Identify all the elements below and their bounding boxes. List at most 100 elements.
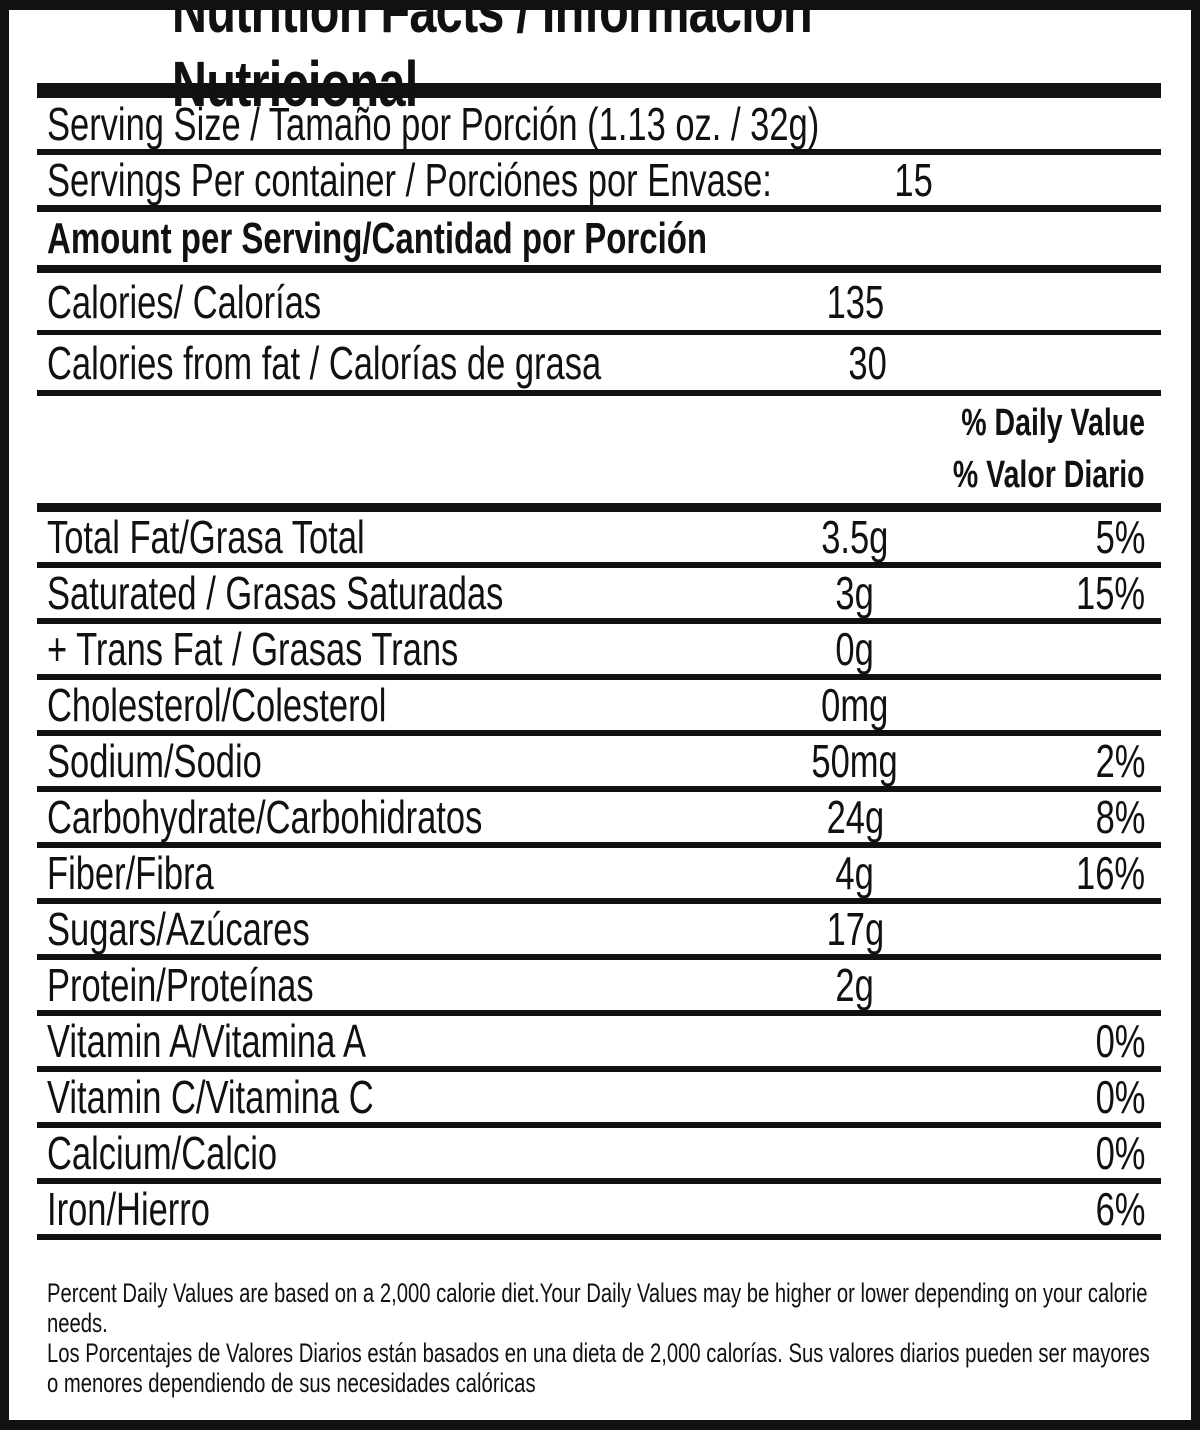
nutrient-daily-value-cell: 5% [975, 510, 1145, 564]
nutrient-amount-cell: 3g [735, 566, 975, 620]
nutrient-amount-cell: 17g [735, 902, 975, 956]
calories-label: Calories/ Calorías [47, 275, 322, 328]
nutrient-label-cell: + Trans Fat / Grasas Trans [47, 622, 735, 676]
nutrient-label-cell: Iron/Hierro [47, 1182, 735, 1236]
nutrient-label: Calcium/Calcio [47, 1127, 278, 1179]
nutrient-amount-cell [735, 1014, 975, 1068]
nutrient-amount-cell: 0g [735, 622, 975, 676]
nutrient-label: Total Fat/Grasa Total [47, 511, 365, 563]
nutrient-label: Fiber/Fibra [47, 847, 214, 899]
calories-from-fat-label: Calories from fat / Calorías de grasa [47, 336, 602, 389]
daily-value-header-en: % Daily Value [961, 402, 1145, 444]
title-divider-bar [37, 83, 1161, 98]
nutrient-label-cell: Fiber/Fibra [47, 846, 735, 900]
nutrient-daily-value-cell: 0% [975, 1126, 1145, 1180]
footnote-spanish: Los Porcentajes de Valores Diarios están… [47, 1338, 1150, 1398]
nutrient-label: Sugars/Azúcares [47, 903, 310, 955]
nutrient-amount: 3.5g [821, 511, 889, 563]
nutrient-label: Vitamin A/Vitamina A [47, 1015, 366, 1067]
serving-size-cell: Serving Size / Tamaño por Porción (1.13 … [47, 97, 1145, 151]
calories-from-fat-value-cell: 30 [753, 336, 982, 390]
nutrient-rows: Total Fat/Grasa Total 3.5g 5% Saturated … [37, 510, 1161, 1240]
nutrient-amount: 0mg [821, 679, 889, 731]
nutrient-row: Sugars/Azúcares 17g [37, 902, 1161, 960]
daily-value-header-block: % Daily Value % Valor Diario [37, 396, 1161, 512]
nutrient-daily-value-cell: 6% [975, 1182, 1145, 1236]
nutrient-label: Carbohydrate/Carbohidratos [47, 791, 483, 843]
label-content: Nutrition Facts / Información Nutriciona… [37, 10, 1161, 1398]
calories-from-fat-label-cell: Calories from fat / Calorías de grasa [47, 336, 753, 390]
calories-value: 135 [826, 275, 884, 328]
servings-per-container-cell: Servings Per container / Porciónes por E… [47, 153, 818, 207]
nutrient-label-cell: Total Fat/Grasa Total [47, 510, 735, 564]
nutrient-daily-value-cell: 0% [975, 1070, 1145, 1124]
nutrient-daily-value-cell [975, 958, 1145, 1012]
amount-per-serving-header-row: Amount per Serving/Cantidad por Porción [37, 212, 1161, 273]
nutrient-label-cell: Sodium/Sodio [47, 734, 735, 788]
nutrient-row: Vitamin A/Vitamina A 0% [37, 1014, 1161, 1072]
calories-value-cell: 135 [735, 275, 975, 329]
servings-per-container-row: Servings Per container / Porciónes por E… [37, 153, 1161, 212]
serving-size-row: Serving Size / Tamaño por Porción (1.13 … [37, 98, 1161, 155]
nutrient-label-cell: Protein/Proteínas [47, 958, 735, 1012]
nutrient-daily-value-cell [975, 902, 1145, 956]
calories-from-fat-value: 30 [848, 336, 888, 389]
nutrient-daily-value-cell [975, 678, 1145, 732]
amount-per-serving-header: Amount per Serving/Cantidad por Porción [47, 213, 708, 263]
nutrient-amount-cell: 4g [735, 846, 975, 900]
nutrient-amount: 24g [826, 791, 884, 843]
nutrient-daily-value-cell: 0% [975, 1014, 1145, 1068]
nutrient-amount: 0g [835, 623, 875, 675]
nutrient-row: + Trans Fat / Grasas Trans 0g [37, 622, 1161, 680]
daily-value-header-es: % Valor Diario [953, 454, 1145, 496]
nutrient-row: Cholesterol/Colesterol 0mg [37, 678, 1161, 736]
servings-per-container-label: Servings Per container / Porciónes por E… [47, 154, 772, 206]
nutrient-amount-cell: 2g [735, 958, 975, 1012]
calories-row: Calories/ Calorías 135 [37, 273, 1161, 335]
nutrient-label-cell: Saturated / Grasas Saturadas [47, 566, 735, 620]
label-title-block: Nutrition Facts / Información Nutriciona… [37, 10, 1161, 120]
nutrient-label: Sodium/Sodio [47, 735, 262, 787]
nutrient-row: Protein/Proteínas 2g [37, 958, 1161, 1016]
nutrient-label: Iron/Hierro [47, 1183, 210, 1235]
nutrient-label: Vitamin C/Vitamina C [47, 1071, 374, 1123]
calories-from-fat-row: Calories from fat / Calorías de grasa 30 [37, 335, 1161, 396]
nutrient-daily-value-cell [975, 622, 1145, 676]
nutrient-amount-cell [735, 1070, 975, 1124]
nutrient-daily-value: 8% [1095, 791, 1145, 843]
nutrient-amount-cell [735, 1126, 975, 1180]
nutrient-label-cell: Cholesterol/Colesterol [47, 678, 735, 732]
nutrient-amount: 4g [835, 847, 875, 899]
nutrient-label-cell: Vitamin A/Vitamina A [47, 1014, 735, 1068]
nutrient-amount-cell [735, 1182, 975, 1236]
footnote-english: Percent Daily Values are based on a 2,00… [47, 1278, 1148, 1338]
nutrient-amount-cell: 50mg [735, 734, 975, 788]
nutrient-amount-cell: 3.5g [735, 510, 975, 564]
serving-size-text: Serving Size / Tamaño por Porción (1.13 … [47, 97, 820, 150]
footnotes-section: Percent Daily Values are based on a 2,00… [37, 1240, 1161, 1398]
nutrient-label: Cholesterol/Colesterol [47, 679, 387, 731]
amount-per-serving-cell: Amount per Serving/Cantidad por Porción [47, 214, 1145, 264]
nutrient-label: + Trans Fat / Grasas Trans [47, 623, 459, 675]
nutrient-label: Protein/Proteínas [47, 959, 314, 1011]
nutrient-amount: 17g [826, 903, 884, 955]
nutrient-amount: 3g [835, 567, 875, 619]
nutrient-daily-value: 0% [1095, 1015, 1145, 1067]
nutrient-amount: 50mg [811, 735, 899, 787]
nutrient-daily-value: 16% [1075, 847, 1145, 899]
nutrient-row: Vitamin C/Vitamina C 0% [37, 1070, 1161, 1128]
nutrient-amount-cell: 24g [735, 790, 975, 844]
nutrient-daily-value: 15% [1075, 567, 1145, 619]
nutrient-daily-value-cell: 15% [975, 566, 1145, 620]
servings-per-container-value-cell: 15 [818, 153, 1009, 207]
nutrient-daily-value-cell: 16% [975, 846, 1145, 900]
nutrient-label: Saturated / Grasas Saturadas [47, 567, 504, 619]
nutrient-row: Calcium/Calcio 0% [37, 1126, 1161, 1184]
nutrient-label-cell: Sugars/Azúcares [47, 902, 735, 956]
nutrient-label-cell: Calcium/Calcio [47, 1126, 735, 1180]
nutrient-row: Total Fat/Grasa Total 3.5g 5% [37, 510, 1161, 568]
nutrient-daily-value: 0% [1095, 1127, 1145, 1179]
nutrient-daily-value-cell: 2% [975, 734, 1145, 788]
nutrient-row: Fiber/Fibra 4g 16% [37, 846, 1161, 904]
